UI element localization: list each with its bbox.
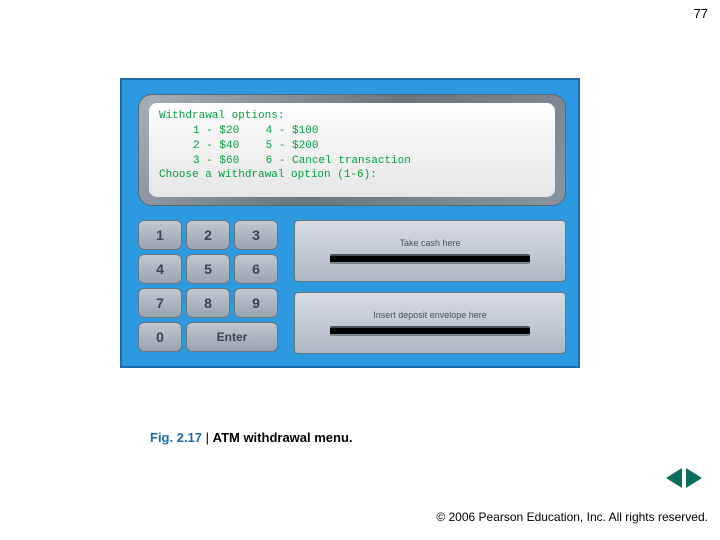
screen-option-row-1: 1 - $20 4 - $100 <box>159 124 545 139</box>
keypad-7[interactable]: 7 <box>138 288 182 318</box>
screen-prompt: Choose a withdrawal option (1-6): <box>159 168 545 183</box>
cash-slot-panel: Take cash here <box>294 220 566 282</box>
figure-label: Fig. 2.17 <box>150 430 202 445</box>
screen-option-row-3: 3 - $60 6 - Cancel transaction <box>159 154 545 169</box>
opt-2: 2 - $40 <box>193 140 239 152</box>
atm-screen: Withdrawal options: 1 - $20 4 - $100 2 -… <box>149 103 555 197</box>
opt-3: 3 - $60 <box>193 155 239 167</box>
keypad-0[interactable]: 0 <box>138 322 182 352</box>
keypad-6[interactable]: 6 <box>234 254 278 284</box>
copyright-text: © 2006 Pearson Education, Inc. All right… <box>436 510 708 524</box>
nav-arrows <box>666 468 702 488</box>
keypad-enter[interactable]: Enter <box>186 322 278 352</box>
caption-separator: | <box>202 430 213 445</box>
keypad-9[interactable]: 9 <box>234 288 278 318</box>
deposit-slot-panel: Insert deposit envelope here <box>294 292 566 354</box>
atm-screen-bezel: Withdrawal options: 1 - $20 4 - $100 2 -… <box>138 94 566 206</box>
deposit-slot-label: Insert deposit envelope here <box>373 310 487 320</box>
keypad-1[interactable]: 1 <box>138 220 182 250</box>
atm-keypad: 1 2 3 4 5 6 7 8 9 0 Enter <box>138 220 278 352</box>
caption-text: ATM withdrawal menu. <box>213 430 353 445</box>
keypad-8[interactable]: 8 <box>186 288 230 318</box>
screen-option-row-2: 2 - $40 5 - $200 <box>159 139 545 154</box>
opt-1: 1 - $20 <box>193 125 239 137</box>
keypad-3[interactable]: 3 <box>234 220 278 250</box>
keypad-5[interactable]: 5 <box>186 254 230 284</box>
cash-slot-slit <box>330 254 530 264</box>
screen-header: Withdrawal options: <box>159 109 545 124</box>
opt-6: 6 - Cancel transaction <box>266 155 411 167</box>
prev-arrow-icon[interactable] <box>666 468 682 488</box>
keypad-4[interactable]: 4 <box>138 254 182 284</box>
figure-caption: Fig. 2.17 | ATM withdrawal menu. <box>150 430 353 445</box>
page-number: 77 <box>694 6 708 21</box>
atm-panel: Withdrawal options: 1 - $20 4 - $100 2 -… <box>120 78 580 368</box>
deposit-slot-slit <box>330 326 530 336</box>
next-arrow-icon[interactable] <box>686 468 702 488</box>
opt-5: 5 - $200 <box>266 140 319 152</box>
opt-4: 4 - $100 <box>266 125 319 137</box>
cash-slot-label: Take cash here <box>399 238 460 248</box>
keypad-2[interactable]: 2 <box>186 220 230 250</box>
